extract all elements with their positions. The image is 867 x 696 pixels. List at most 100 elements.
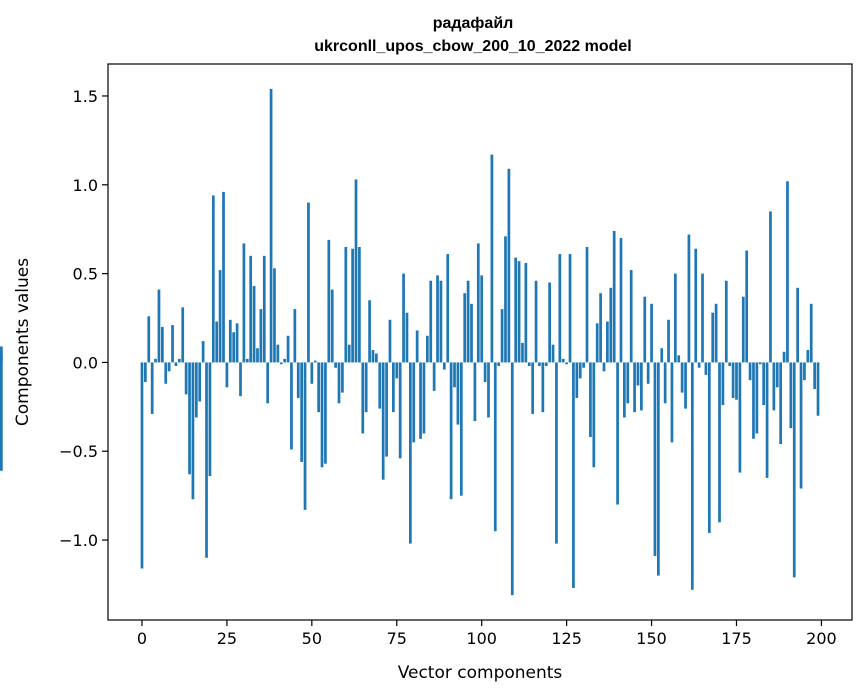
- bar-50: [310, 362, 314, 384]
- bar-55: [327, 239, 331, 363]
- bar-56: [330, 289, 334, 363]
- bar-122: [555, 362, 558, 544]
- bar-58: [337, 362, 341, 404]
- bar-1: [144, 362, 147, 382]
- bar-161: [687, 234, 691, 363]
- bar-96: [466, 280, 470, 363]
- bar-193: [796, 287, 799, 363]
- bar-15: [191, 362, 195, 500]
- bar-27: [232, 332, 236, 363]
- bar-10: [174, 362, 178, 366]
- bar-196: [806, 349, 810, 363]
- bar-136: [602, 362, 606, 372]
- bar-174: [731, 362, 735, 398]
- bar-29: [239, 362, 242, 397]
- bar-169: [714, 303, 718, 363]
- y-tick-label: −1.0: [59, 531, 98, 550]
- bar-76: [398, 362, 402, 459]
- bar-195: [803, 362, 806, 381]
- bars-group: [0, 88, 820, 596]
- bar-87: [436, 275, 439, 363]
- y-tick-label: 1.0: [73, 176, 98, 195]
- bar-43: [286, 335, 290, 363]
- bar-146: [636, 362, 640, 386]
- bar-199: [816, 362, 820, 416]
- bar-44: [290, 362, 293, 450]
- bar-164: [697, 362, 701, 368]
- bar-82: [419, 362, 422, 439]
- bar-24: [222, 191, 225, 363]
- bar-49: [307, 202, 310, 363]
- bar-179: [748, 362, 752, 381]
- bar-104: [493, 362, 497, 532]
- bar-187: [775, 362, 779, 388]
- bar-69: [375, 353, 378, 363]
- bar-36: [262, 255, 266, 363]
- bar-63: [354, 179, 358, 363]
- bar-103: [490, 154, 494, 363]
- bar-77: [402, 273, 405, 363]
- bar-126: [568, 254, 572, 363]
- bar-119: [544, 362, 548, 366]
- bar-131: [585, 246, 589, 363]
- bar-191: [789, 362, 793, 429]
- bar-177: [741, 296, 745, 363]
- bar-121: [551, 344, 555, 363]
- bar-72: [385, 362, 388, 457]
- bar-137: [606, 321, 609, 363]
- bar-194: [799, 362, 803, 489]
- bar-198: [813, 362, 816, 390]
- bar-99: [476, 243, 480, 363]
- bar-13: [184, 362, 188, 395]
- bar-186: [772, 362, 776, 411]
- bar-33: [252, 286, 256, 363]
- bar-20: [208, 362, 212, 477]
- bar-81: [415, 330, 419, 363]
- x-tick-label: 125: [551, 629, 582, 648]
- bar-98: [473, 362, 477, 422]
- bar-92: [453, 362, 456, 388]
- bar-38: [269, 88, 273, 363]
- bar-95: [463, 293, 467, 363]
- bar-147: [640, 362, 643, 411]
- bar-41: [279, 362, 283, 365]
- bar-143: [626, 362, 630, 404]
- bar-128: [575, 362, 579, 398]
- bar-117: [538, 362, 541, 366]
- bar-132: [589, 362, 592, 438]
- bar-53: [320, 362, 324, 468]
- x-tick-label: 150: [636, 629, 667, 648]
- bar-162: [690, 362, 694, 590]
- bar-78: [405, 312, 409, 363]
- bar-40: [276, 344, 280, 363]
- bar-172: [724, 280, 728, 363]
- x-tick-label: 75: [387, 629, 407, 648]
- bar-74: [392, 362, 395, 413]
- bar-163: [694, 248, 698, 363]
- bar-158: [677, 355, 681, 363]
- bar-46: [296, 362, 300, 398]
- bar-155: [667, 319, 670, 363]
- bar-8: [167, 362, 171, 372]
- bar-184: [765, 362, 769, 478]
- bar-6: [161, 326, 164, 363]
- bar-135: [599, 293, 602, 363]
- bar-12: [181, 307, 185, 363]
- bar-145: [633, 362, 636, 413]
- bar-undefined: [0, 346, 3, 363]
- bar-84: [425, 335, 429, 363]
- bar-21: [211, 195, 215, 363]
- bar-159: [680, 362, 684, 393]
- bar-188: [779, 362, 783, 445]
- bar-65: [361, 362, 365, 434]
- y-tick-label: 1.5: [73, 87, 98, 106]
- bar-85: [429, 280, 433, 363]
- bar-62: [351, 248, 354, 363]
- y-axis-ticks: −1.0 −0.5 0.0 0.5 1.0 1.5: [59, 87, 108, 550]
- bar-42: [283, 358, 287, 363]
- bar-144: [629, 270, 633, 363]
- bar-3: [150, 362, 154, 414]
- bar-173: [728, 362, 732, 366]
- bar-183: [762, 362, 766, 406]
- bar-176: [738, 362, 742, 473]
